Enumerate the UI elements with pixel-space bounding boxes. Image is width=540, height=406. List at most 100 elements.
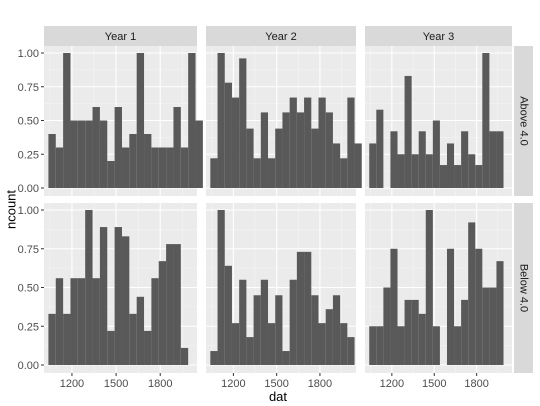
histogram-bar	[107, 161, 115, 188]
histogram-bar	[158, 147, 167, 188]
histogram-bar	[332, 143, 341, 188]
histogram-bar	[454, 326, 462, 365]
histogram-bar	[318, 323, 326, 365]
histogram-bar	[253, 158, 261, 188]
histogram-bar	[144, 134, 152, 188]
histogram-bar	[239, 58, 247, 189]
histogram-bar	[304, 251, 312, 365]
x-tick-label: 1500	[104, 378, 128, 390]
histogram-bar	[432, 326, 440, 365]
histogram-bar	[136, 296, 145, 365]
histogram-bar	[63, 53, 71, 188]
histogram-bar	[166, 147, 174, 188]
histogram-bar	[468, 222, 476, 365]
histogram-bar	[347, 337, 355, 365]
histogram-bar	[446, 143, 455, 188]
histogram-bar	[289, 279, 297, 365]
y-tick-label: 0.75	[18, 82, 39, 94]
histogram-bar	[48, 313, 56, 365]
histogram-bar	[311, 295, 319, 365]
histogram-bar	[210, 351, 218, 365]
histogram-bar	[454, 165, 462, 188]
histogram-bar	[468, 154, 476, 188]
histogram-bar	[404, 299, 412, 365]
histogram-bar	[289, 97, 297, 188]
histogram-bar	[482, 287, 490, 365]
histogram-bar	[260, 112, 269, 188]
x-tick-label: 1500	[422, 378, 446, 390]
histogram-bar	[260, 279, 269, 365]
histogram-bar	[340, 158, 348, 188]
strip-layer: Year 1 Year 2 Year 3 Above 4.0 Below 4.0	[44, 26, 533, 373]
histogram-bar	[475, 248, 483, 365]
histogram-bar	[92, 107, 100, 188]
histogram-bar	[217, 210, 225, 365]
facet-strip-column	[206, 26, 356, 46]
x-axis-title: dat	[269, 389, 287, 404]
histogram-bar	[439, 165, 447, 188]
histogram-bar	[475, 165, 483, 188]
histogram-bar	[275, 128, 283, 188]
histogram-bar	[275, 295, 283, 365]
y-tick-label: 0.50	[18, 283, 39, 295]
x-tick-label: 1800	[464, 378, 488, 390]
histogram-bar	[446, 248, 455, 365]
histogram-bar	[129, 313, 137, 365]
histogram-bar	[482, 53, 490, 188]
histogram-bar	[376, 109, 384, 188]
histogram-bar	[282, 351, 290, 365]
histogram-bar	[369, 143, 377, 188]
y-tick-label: 0.50	[18, 116, 39, 128]
facet-panel	[206, 46, 362, 196]
histogram-bar	[55, 147, 64, 188]
facet-panel	[365, 46, 512, 196]
histogram-bar	[496, 131, 504, 188]
histogram-bar	[77, 278, 86, 365]
histogram-bar	[304, 97, 312, 188]
histogram-bar	[70, 120, 78, 188]
histogram-bar	[397, 326, 405, 365]
histogram-bar	[246, 128, 254, 188]
histogram-bar	[77, 120, 86, 188]
histogram-bar	[144, 330, 152, 365]
histogram-bar	[332, 295, 341, 365]
histogram-bar	[136, 53, 145, 188]
histogram-bar	[99, 227, 108, 365]
histogram-bar	[268, 323, 276, 365]
histogram-bar	[114, 227, 122, 365]
y-tick-label: 1.00	[18, 205, 39, 217]
histogram-bar	[296, 251, 305, 365]
histogram-bar	[268, 158, 276, 188]
histogram-bar	[390, 248, 398, 365]
facet-strip-label: Year 2	[265, 31, 296, 43]
histogram-bar	[180, 147, 189, 188]
histogram-bar	[325, 309, 333, 365]
histogram-bar	[489, 131, 497, 188]
histogram-bar	[325, 112, 333, 188]
facet-strip-label: Year 3	[423, 31, 454, 43]
facet-strip-column	[365, 26, 512, 46]
histogram-bar	[114, 107, 122, 188]
histogram-bar	[121, 147, 130, 188]
histogram-bar	[253, 295, 261, 365]
histogram-bar	[188, 53, 196, 188]
histogram-bar	[296, 112, 305, 188]
histogram-bar	[411, 299, 419, 365]
histogram-bar	[180, 347, 189, 365]
histogram-bar	[231, 97, 240, 188]
facet-panel	[44, 46, 203, 196]
y-tick-label: 0.25	[18, 321, 39, 333]
histogram-bar	[318, 97, 326, 188]
histogram-bar	[390, 131, 398, 188]
x-tick-label: 1800	[148, 378, 172, 390]
histogram-bar	[404, 75, 412, 188]
histogram-bar	[376, 326, 384, 365]
facet-strip-label: Below 4.0	[518, 264, 530, 312]
histogram-bar	[63, 313, 71, 365]
histogram-bar	[173, 107, 181, 188]
histogram-bar	[70, 278, 78, 365]
x-tick-label: 1800	[308, 378, 332, 390]
histogram-bar	[85, 120, 93, 188]
histogram-bar	[195, 120, 203, 188]
